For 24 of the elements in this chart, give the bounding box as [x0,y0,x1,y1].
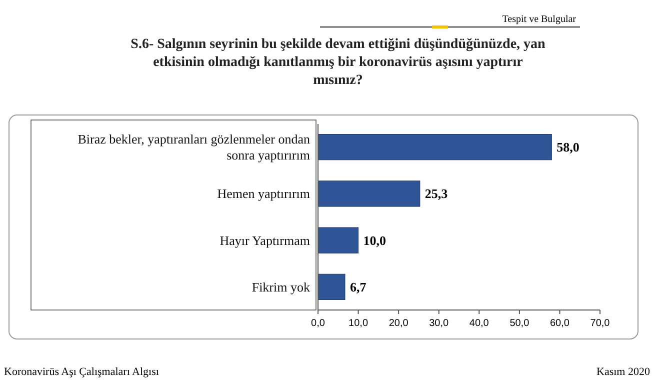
text: Kasım 2020 [596,366,650,378]
x-tick-label: 0,0 [311,318,326,329]
x-tick-label: 20,0 [388,318,409,329]
data-label: 10,0 [363,232,386,248]
data-label: 25,3 [424,186,448,202]
x-tick-label: 50,0 [510,318,530,329]
bar [318,274,346,300]
bar [318,180,420,207]
text: Koronavirüs Aşı Çalışmaları Algısı [4,366,159,378]
data-label: 58,0 [556,140,580,155]
x-tick-label: 10,0 [348,318,368,329]
y-tick-label: Hemen yaptırırım [217,186,310,202]
x-tick-label: 30,0 [429,318,450,329]
text: Tespit ve Bulgular [502,14,577,25]
y-tick-label: Fikrim yok [252,279,310,294]
x-tick-label: 60,0 [550,318,570,329]
chart-title: S.6- Salgının seyrinin bu şekilde devam ettiğini düşündüğünüzde, yan etkisinin olmadığı kanıtlanmış bir koronavirüs aşısını yaptırır mısınız? [130,37,546,88]
bar [318,134,552,160]
y-tick-label: Hayır Yaptırmam [220,232,310,248]
bar [318,227,359,254]
data-label: 6,7 [350,279,367,294]
y-tick-label: Biraz bekler, yaptıranları gözlenmeler ondan sonra yaptırırım [78,132,310,163]
x-tick-label: 70,0 [590,318,610,329]
x-tick-label: 40,0 [469,318,490,329]
